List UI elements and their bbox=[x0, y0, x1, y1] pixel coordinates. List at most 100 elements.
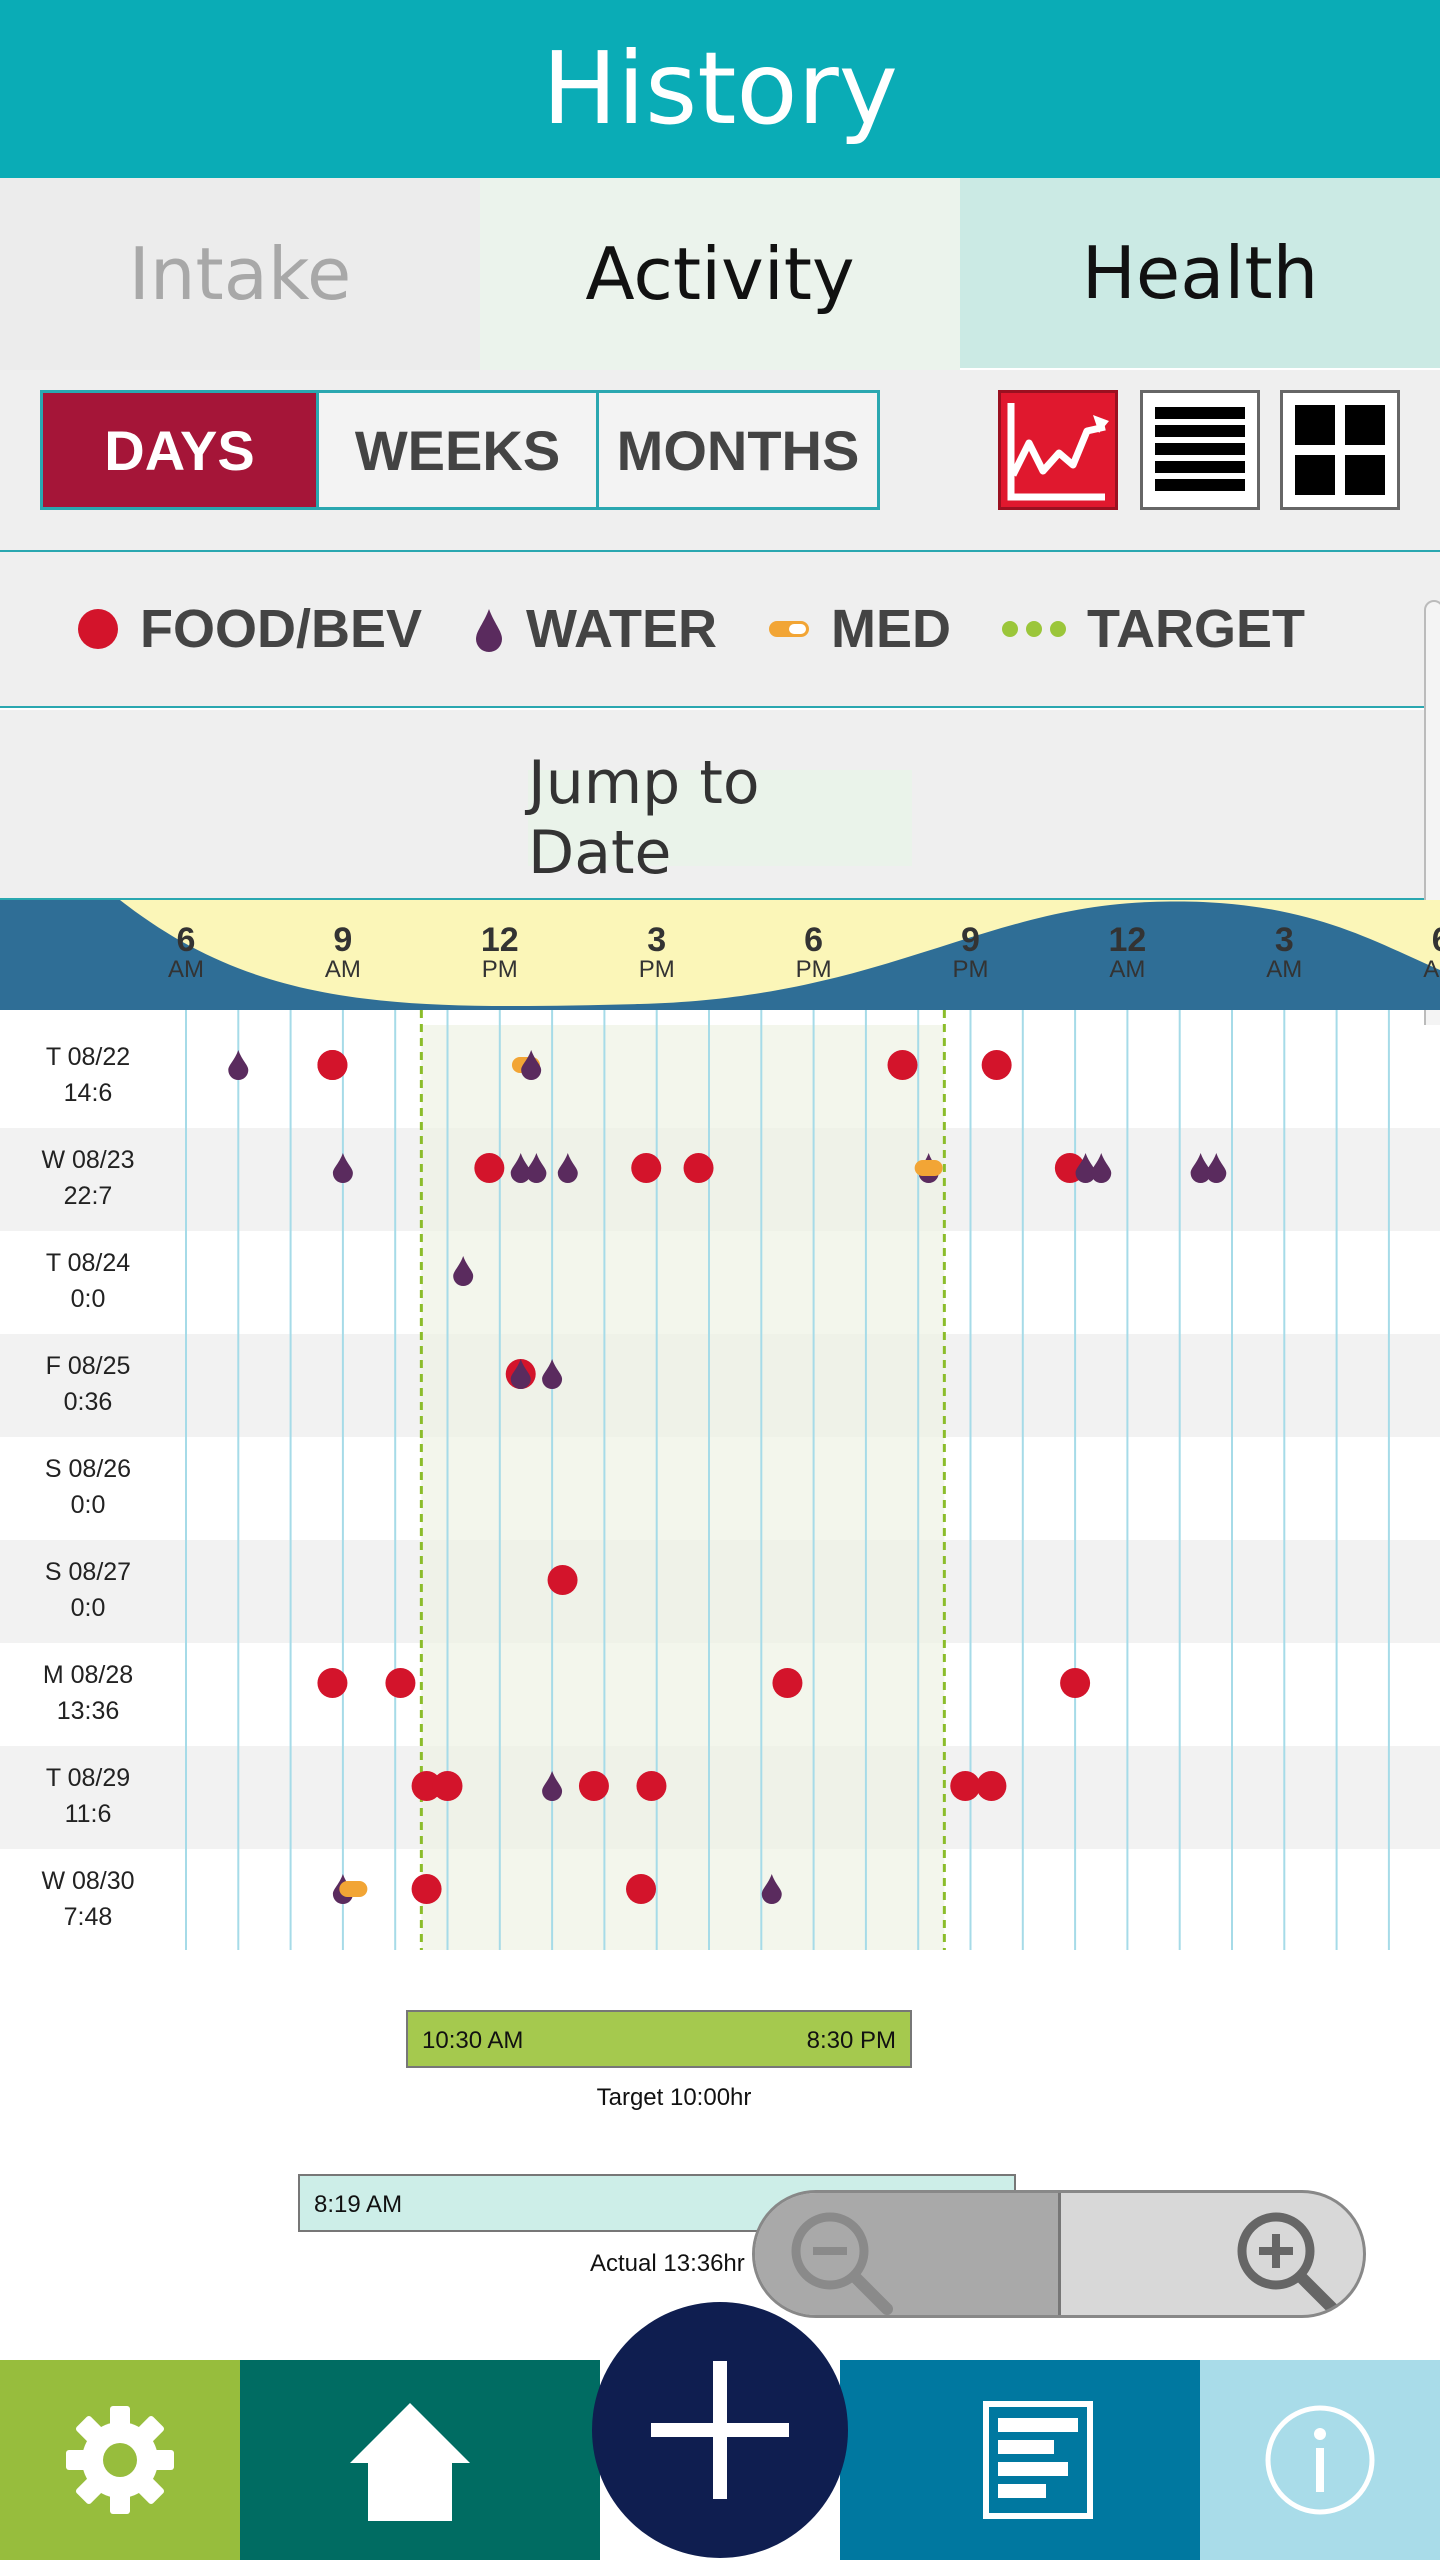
day-date: F 08/25 bbox=[45, 1352, 131, 1380]
months-button[interactable]: MONTHS bbox=[599, 393, 877, 507]
axis-tick-hour: 9 bbox=[333, 921, 353, 959]
water-event-marker bbox=[521, 1050, 542, 1080]
zoom-out-button[interactable] bbox=[755, 2193, 1061, 2315]
water-event-marker bbox=[761, 1874, 782, 1904]
food-event-marker bbox=[981, 1050, 1012, 1080]
axis-tick-ampm: PM bbox=[638, 956, 675, 983]
zoom-in-button[interactable] bbox=[1061, 2193, 1363, 2315]
water-event-marker bbox=[332, 1153, 353, 1183]
day-date: W 08/23 bbox=[41, 1146, 135, 1174]
water-drop-icon bbox=[476, 609, 503, 652]
axis-tick-ampm: AM bbox=[1423, 956, 1440, 983]
info-nav-button[interactable] bbox=[1200, 2360, 1440, 2560]
gear-icon bbox=[66, 2406, 174, 2514]
food-dot-icon bbox=[78, 609, 118, 649]
jump-to-date-button[interactable]: Jump to Date bbox=[528, 748, 912, 888]
food-event-marker bbox=[772, 1668, 803, 1698]
grid-view-button[interactable] bbox=[1280, 390, 1400, 510]
target-duration-label: Target 10:00hr bbox=[596, 2084, 752, 2111]
days-button[interactable]: DAYS bbox=[43, 393, 319, 507]
legend: FOOD/BEV WATER MED TARGET bbox=[0, 552, 1440, 708]
weeks-button[interactable]: WEEKS bbox=[319, 393, 599, 507]
legend-food: FOOD/BEV bbox=[76, 598, 422, 660]
day-date: W 08/30 bbox=[41, 1867, 135, 1895]
food-event-marker bbox=[317, 1668, 348, 1698]
water-event-marker bbox=[1206, 1153, 1227, 1183]
axis-tick-ampm: AM bbox=[1266, 956, 1303, 983]
axis-tick-hour: 6 bbox=[1423, 922, 1440, 958]
axis-tick-hour: 3 bbox=[1274, 921, 1294, 959]
home-icon bbox=[350, 2403, 470, 2521]
zoom-in-icon bbox=[1237, 2212, 1339, 2315]
water-event-marker bbox=[1091, 1153, 1112, 1183]
day-row-label: M 08/28 13:36 bbox=[0, 1657, 176, 1729]
tab-intake[interactable]: Intake bbox=[0, 178, 480, 370]
day-row-label: S 08/26 0:0 bbox=[0, 1451, 176, 1523]
axis-tick-hour: 9 bbox=[961, 921, 980, 959]
axis-tick-ampm: AM bbox=[1109, 956, 1146, 983]
food-event-marker bbox=[547, 1565, 578, 1595]
food-event-marker bbox=[887, 1050, 918, 1080]
report-icon bbox=[983, 2401, 1093, 2519]
legend-food-label: FOOD/BEV bbox=[140, 599, 423, 659]
day-date: T 08/29 bbox=[45, 1764, 131, 1792]
tab-activity[interactable]: Activity bbox=[480, 178, 960, 370]
list-view-button[interactable] bbox=[1140, 390, 1260, 510]
axis-tick: 9 PM bbox=[953, 922, 989, 982]
day-date: T 08/22 bbox=[45, 1043, 131, 1071]
add-entry-button[interactable] bbox=[592, 2302, 848, 2558]
legend-water-label: WATER bbox=[526, 599, 718, 659]
axis-tick-ampm: PM bbox=[795, 956, 832, 983]
day-date: T 08/24 bbox=[45, 1249, 131, 1277]
water-event-marker bbox=[542, 1771, 563, 1801]
axis-tick-hour: 6 bbox=[804, 921, 824, 959]
view-toolbar: DAYS WEEKS MONTHS bbox=[0, 370, 1440, 552]
axis-tick: 3 PM bbox=[639, 922, 675, 982]
day-duration: 22:7 bbox=[63, 1182, 113, 1210]
target-start-time: 10:30 AM bbox=[422, 2027, 524, 2054]
axis-tick: 9 AM bbox=[325, 922, 361, 982]
day-row-label: T 08/22 14:6 bbox=[0, 1039, 176, 1111]
day-duration: 0:0 bbox=[70, 1594, 106, 1622]
water-event-marker bbox=[453, 1256, 474, 1286]
axis-tick-hour: 6 bbox=[176, 921, 196, 959]
food-event-marker bbox=[578, 1771, 609, 1801]
settings-nav-button[interactable] bbox=[0, 2360, 240, 2560]
water-event-marker bbox=[557, 1153, 578, 1183]
food-event-marker bbox=[411, 1771, 442, 1801]
target-dots-icon bbox=[1002, 621, 1067, 637]
bottom-nav bbox=[0, 2360, 1440, 2560]
period-selector: DAYS WEEKS MONTHS bbox=[40, 390, 880, 510]
water-event-marker bbox=[1075, 1153, 1096, 1183]
tab-bar: Intake Activity Health bbox=[0, 178, 1440, 370]
water-event-marker bbox=[1190, 1153, 1211, 1183]
axis-tick-hour: 3 bbox=[647, 921, 667, 959]
food-event-marker bbox=[626, 1874, 657, 1904]
day-date: S 08/27 bbox=[44, 1558, 132, 1586]
food-event-marker bbox=[474, 1153, 505, 1183]
axis-tick: 12 AM bbox=[1108, 922, 1146, 982]
home-nav-button[interactable] bbox=[240, 2360, 600, 2560]
water-event-marker bbox=[510, 1153, 531, 1183]
axis-tick-ampm: PM bbox=[481, 956, 518, 983]
time-axis: 6AM9AM12PM3PM6PM9PM12AM3AM6AM bbox=[0, 900, 1440, 1010]
day-duration: 11:6 bbox=[64, 1800, 112, 1828]
line-chart-icon bbox=[1007, 403, 1109, 501]
food-event-marker bbox=[317, 1050, 348, 1080]
axis-tick-ampm: AM bbox=[324, 956, 361, 983]
food-event-marker bbox=[631, 1153, 662, 1183]
day-night-wave bbox=[0, 900, 1440, 1010]
day-duration: 0:0 bbox=[70, 1285, 106, 1313]
pill-icon bbox=[769, 621, 810, 637]
info-icon bbox=[1265, 2405, 1375, 2515]
axis-tick-ampm: AM bbox=[168, 956, 204, 983]
axis-tick-ampm: PM bbox=[952, 956, 989, 983]
water-event-marker bbox=[542, 1359, 563, 1389]
tab-health[interactable]: Health bbox=[960, 178, 1440, 368]
chart-view-button[interactable] bbox=[998, 390, 1118, 510]
food-event-marker bbox=[1060, 1668, 1091, 1698]
report-nav-button[interactable] bbox=[840, 2360, 1200, 2560]
food-event-marker bbox=[385, 1668, 416, 1698]
day-row-label: W 08/23 22:7 bbox=[0, 1142, 176, 1214]
